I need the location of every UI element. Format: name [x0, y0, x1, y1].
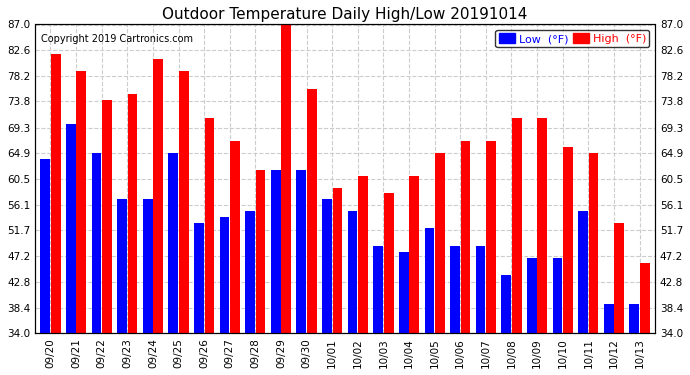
Bar: [373, 246, 383, 333]
Bar: [40, 159, 50, 333]
Legend: Low  (°F), High  (°F): Low (°F), High (°F): [495, 30, 649, 48]
Bar: [117, 199, 127, 333]
Bar: [153, 60, 163, 333]
Bar: [282, 24, 291, 333]
Bar: [476, 246, 486, 333]
Bar: [553, 258, 562, 333]
Bar: [194, 223, 204, 333]
Bar: [538, 118, 547, 333]
Bar: [66, 123, 76, 333]
Bar: [578, 211, 588, 333]
Text: Copyright 2019 Cartronics.com: Copyright 2019 Cartronics.com: [41, 34, 193, 44]
Bar: [256, 170, 266, 333]
Bar: [450, 246, 460, 333]
Bar: [297, 170, 306, 333]
Bar: [614, 223, 624, 333]
Bar: [409, 176, 419, 333]
Bar: [333, 188, 342, 333]
Title: Outdoor Temperature Daily High/Low 20191014: Outdoor Temperature Daily High/Low 20191…: [162, 7, 528, 22]
Bar: [230, 141, 240, 333]
Bar: [245, 211, 255, 333]
Bar: [424, 228, 434, 333]
Bar: [502, 275, 511, 333]
Bar: [102, 100, 112, 333]
Bar: [307, 88, 317, 333]
Bar: [168, 153, 178, 333]
Bar: [322, 199, 332, 333]
Bar: [92, 153, 101, 333]
Bar: [589, 153, 598, 333]
Bar: [486, 141, 496, 333]
Bar: [640, 263, 650, 333]
Bar: [179, 71, 188, 333]
Bar: [271, 170, 281, 333]
Bar: [219, 217, 229, 333]
Bar: [527, 258, 537, 333]
Bar: [512, 118, 522, 333]
Bar: [604, 304, 613, 333]
Bar: [435, 153, 445, 333]
Bar: [399, 252, 408, 333]
Bar: [77, 71, 86, 333]
Bar: [461, 141, 471, 333]
Bar: [51, 54, 61, 333]
Bar: [128, 94, 137, 333]
Bar: [348, 211, 357, 333]
Bar: [384, 194, 393, 333]
Bar: [143, 199, 152, 333]
Bar: [563, 147, 573, 333]
Bar: [204, 118, 214, 333]
Bar: [629, 304, 639, 333]
Bar: [358, 176, 368, 333]
